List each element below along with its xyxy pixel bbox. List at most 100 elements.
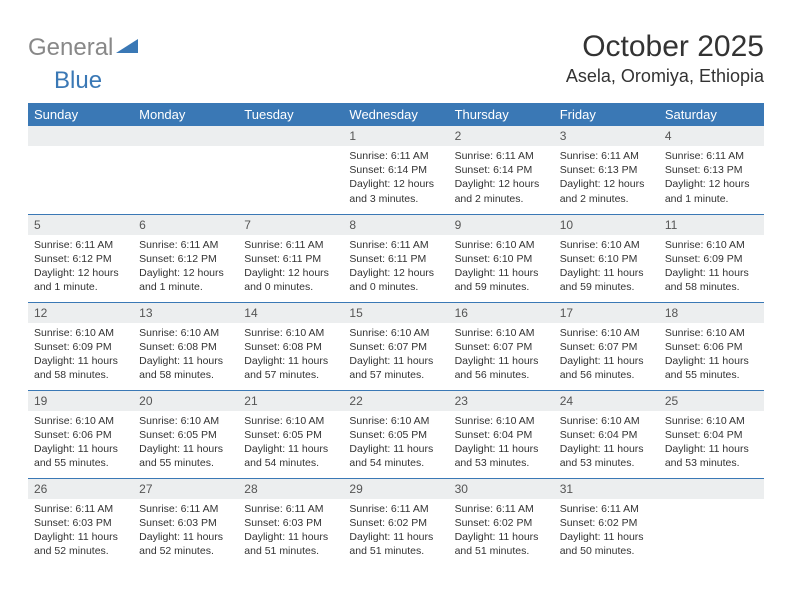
day-body: Sunrise: 6:10 AMSunset: 6:10 PMDaylight:… bbox=[554, 235, 659, 301]
day-body: Sunrise: 6:11 AMSunset: 6:13 PMDaylight:… bbox=[659, 146, 764, 212]
day-number: 27 bbox=[133, 479, 238, 499]
day-cell: 10Sunrise: 6:10 AMSunset: 6:10 PMDayligh… bbox=[554, 214, 659, 302]
day-cell bbox=[659, 478, 764, 566]
empty-day bbox=[238, 126, 343, 146]
day-number: 5 bbox=[28, 215, 133, 235]
day-cell: 29Sunrise: 6:11 AMSunset: 6:02 PMDayligh… bbox=[343, 478, 448, 566]
day-body: Sunrise: 6:10 AMSunset: 6:09 PMDaylight:… bbox=[659, 235, 764, 301]
day-number: 23 bbox=[449, 391, 554, 411]
empty-day bbox=[28, 126, 133, 146]
day-body: Sunrise: 6:11 AMSunset: 6:02 PMDaylight:… bbox=[343, 499, 448, 565]
day-cell bbox=[28, 126, 133, 214]
day-cell: 17Sunrise: 6:10 AMSunset: 6:07 PMDayligh… bbox=[554, 302, 659, 390]
day-number: 9 bbox=[449, 215, 554, 235]
day-cell: 14Sunrise: 6:10 AMSunset: 6:08 PMDayligh… bbox=[238, 302, 343, 390]
dow-friday: Friday bbox=[554, 103, 659, 126]
day-number: 20 bbox=[133, 391, 238, 411]
dow-tuesday: Tuesday bbox=[238, 103, 343, 126]
logo-text-blue: Blue bbox=[28, 67, 102, 94]
day-number: 2 bbox=[449, 126, 554, 146]
day-body: Sunrise: 6:11 AMSunset: 6:03 PMDaylight:… bbox=[28, 499, 133, 565]
day-body: Sunrise: 6:10 AMSunset: 6:05 PMDaylight:… bbox=[133, 411, 238, 477]
day-cell: 6Sunrise: 6:11 AMSunset: 6:12 PMDaylight… bbox=[133, 214, 238, 302]
dow-wednesday: Wednesday bbox=[343, 103, 448, 126]
logo-triangle-icon bbox=[116, 37, 138, 60]
empty-day bbox=[133, 126, 238, 146]
day-cell: 1Sunrise: 6:11 AMSunset: 6:14 PMDaylight… bbox=[343, 126, 448, 214]
title-block: October 2025 Asela, Oromiya, Ethiopia bbox=[566, 30, 764, 87]
day-number: 17 bbox=[554, 303, 659, 323]
day-cell: 7Sunrise: 6:11 AMSunset: 6:11 PMDaylight… bbox=[238, 214, 343, 302]
dow-sunday: Sunday bbox=[28, 103, 133, 126]
logo-text-general: General bbox=[28, 34, 113, 62]
day-cell: 28Sunrise: 6:11 AMSunset: 6:03 PMDayligh… bbox=[238, 478, 343, 566]
day-number: 14 bbox=[238, 303, 343, 323]
day-cell: 27Sunrise: 6:11 AMSunset: 6:03 PMDayligh… bbox=[133, 478, 238, 566]
day-body: Sunrise: 6:11 AMSunset: 6:11 PMDaylight:… bbox=[343, 235, 448, 301]
week-row: 12Sunrise: 6:10 AMSunset: 6:09 PMDayligh… bbox=[28, 302, 764, 390]
day-body: Sunrise: 6:11 AMSunset: 6:02 PMDaylight:… bbox=[449, 499, 554, 565]
day-number: 30 bbox=[449, 479, 554, 499]
day-number: 26 bbox=[28, 479, 133, 499]
day-cell: 20Sunrise: 6:10 AMSunset: 6:05 PMDayligh… bbox=[133, 390, 238, 478]
day-cell: 13Sunrise: 6:10 AMSunset: 6:08 PMDayligh… bbox=[133, 302, 238, 390]
day-body: Sunrise: 6:11 AMSunset: 6:12 PMDaylight:… bbox=[133, 235, 238, 301]
dow-thursday: Thursday bbox=[449, 103, 554, 126]
day-cell: 15Sunrise: 6:10 AMSunset: 6:07 PMDayligh… bbox=[343, 302, 448, 390]
day-body: Sunrise: 6:10 AMSunset: 6:06 PMDaylight:… bbox=[659, 323, 764, 389]
day-number: 22 bbox=[343, 391, 448, 411]
day-number: 19 bbox=[28, 391, 133, 411]
logo: General bbox=[28, 30, 140, 62]
day-cell: 9Sunrise: 6:10 AMSunset: 6:10 PMDaylight… bbox=[449, 214, 554, 302]
day-number: 28 bbox=[238, 479, 343, 499]
dow-saturday: Saturday bbox=[659, 103, 764, 126]
day-number: 12 bbox=[28, 303, 133, 323]
day-body: Sunrise: 6:10 AMSunset: 6:04 PMDaylight:… bbox=[659, 411, 764, 477]
empty-day bbox=[659, 479, 764, 499]
day-number: 31 bbox=[554, 479, 659, 499]
day-cell: 4Sunrise: 6:11 AMSunset: 6:13 PMDaylight… bbox=[659, 126, 764, 214]
day-cell: 16Sunrise: 6:10 AMSunset: 6:07 PMDayligh… bbox=[449, 302, 554, 390]
day-number: 29 bbox=[343, 479, 448, 499]
day-cell: 25Sunrise: 6:10 AMSunset: 6:04 PMDayligh… bbox=[659, 390, 764, 478]
day-number: 24 bbox=[554, 391, 659, 411]
day-cell: 19Sunrise: 6:10 AMSunset: 6:06 PMDayligh… bbox=[28, 390, 133, 478]
day-body: Sunrise: 6:11 AMSunset: 6:03 PMDaylight:… bbox=[238, 499, 343, 565]
day-cell: 5Sunrise: 6:11 AMSunset: 6:12 PMDaylight… bbox=[28, 214, 133, 302]
day-cell: 18Sunrise: 6:10 AMSunset: 6:06 PMDayligh… bbox=[659, 302, 764, 390]
day-cell bbox=[238, 126, 343, 214]
day-body: Sunrise: 6:10 AMSunset: 6:09 PMDaylight:… bbox=[28, 323, 133, 389]
day-number: 16 bbox=[449, 303, 554, 323]
day-body: Sunrise: 6:10 AMSunset: 6:08 PMDaylight:… bbox=[238, 323, 343, 389]
day-number: 25 bbox=[659, 391, 764, 411]
day-cell: 12Sunrise: 6:10 AMSunset: 6:09 PMDayligh… bbox=[28, 302, 133, 390]
day-cell: 24Sunrise: 6:10 AMSunset: 6:04 PMDayligh… bbox=[554, 390, 659, 478]
day-body: Sunrise: 6:11 AMSunset: 6:12 PMDaylight:… bbox=[28, 235, 133, 301]
day-cell bbox=[133, 126, 238, 214]
day-number: 10 bbox=[554, 215, 659, 235]
day-number: 18 bbox=[659, 303, 764, 323]
day-number: 13 bbox=[133, 303, 238, 323]
day-body: Sunrise: 6:11 AMSunset: 6:14 PMDaylight:… bbox=[449, 146, 554, 212]
day-body: Sunrise: 6:10 AMSunset: 6:06 PMDaylight:… bbox=[28, 411, 133, 477]
day-number: 11 bbox=[659, 215, 764, 235]
day-body: Sunrise: 6:11 AMSunset: 6:14 PMDaylight:… bbox=[343, 146, 448, 212]
day-cell: 2Sunrise: 6:11 AMSunset: 6:14 PMDaylight… bbox=[449, 126, 554, 214]
day-cell: 31Sunrise: 6:11 AMSunset: 6:02 PMDayligh… bbox=[554, 478, 659, 566]
day-body: Sunrise: 6:10 AMSunset: 6:08 PMDaylight:… bbox=[133, 323, 238, 389]
day-number: 6 bbox=[133, 215, 238, 235]
day-body: Sunrise: 6:11 AMSunset: 6:13 PMDaylight:… bbox=[554, 146, 659, 212]
day-body: Sunrise: 6:11 AMSunset: 6:02 PMDaylight:… bbox=[554, 499, 659, 565]
location: Asela, Oromiya, Ethiopia bbox=[566, 66, 764, 87]
week-row: 1Sunrise: 6:11 AMSunset: 6:14 PMDaylight… bbox=[28, 126, 764, 214]
day-cell: 22Sunrise: 6:10 AMSunset: 6:05 PMDayligh… bbox=[343, 390, 448, 478]
day-cell: 30Sunrise: 6:11 AMSunset: 6:02 PMDayligh… bbox=[449, 478, 554, 566]
day-number: 15 bbox=[343, 303, 448, 323]
day-body: Sunrise: 6:10 AMSunset: 6:04 PMDaylight:… bbox=[449, 411, 554, 477]
week-row: 26Sunrise: 6:11 AMSunset: 6:03 PMDayligh… bbox=[28, 478, 764, 566]
dow-monday: Monday bbox=[133, 103, 238, 126]
day-cell: 8Sunrise: 6:11 AMSunset: 6:11 PMDaylight… bbox=[343, 214, 448, 302]
day-body: Sunrise: 6:11 AMSunset: 6:11 PMDaylight:… bbox=[238, 235, 343, 301]
calendar-body: 1Sunrise: 6:11 AMSunset: 6:14 PMDaylight… bbox=[28, 126, 764, 566]
day-body: Sunrise: 6:10 AMSunset: 6:10 PMDaylight:… bbox=[449, 235, 554, 301]
